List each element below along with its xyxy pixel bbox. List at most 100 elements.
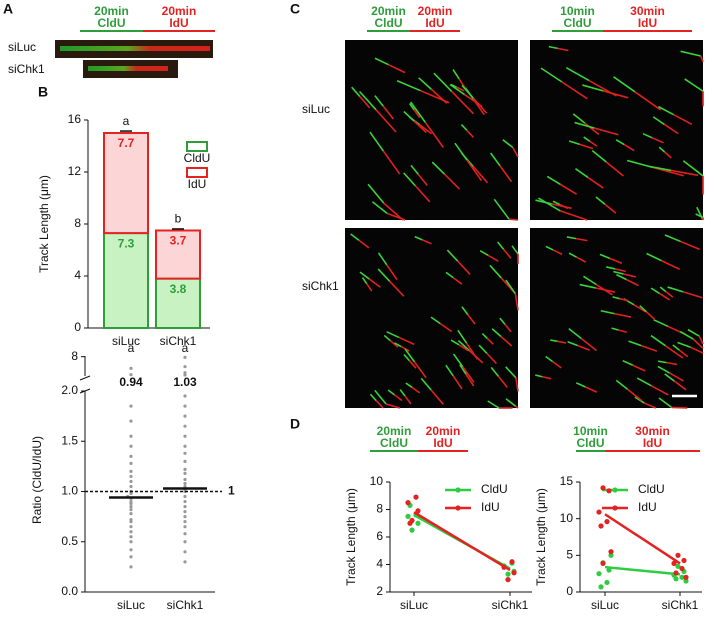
- fiber-idu: [580, 337, 598, 352]
- fiber-cldu: [650, 334, 666, 347]
- fiber-idu: [514, 293, 519, 311]
- fiber-idu: [692, 338, 704, 349]
- fiber-idu: [385, 403, 401, 409]
- fiber-idu: [609, 257, 623, 264]
- fiber-idu: [699, 55, 704, 63]
- fiber-idu: [552, 249, 563, 255]
- fiber-idu: [398, 336, 415, 346]
- dot: [183, 540, 187, 544]
- fiber-idu: [497, 375, 508, 388]
- fiber-idu: [389, 280, 405, 297]
- dot: [604, 519, 610, 525]
- dot: [129, 507, 133, 512]
- fiber-idu: [500, 335, 513, 347]
- dot: [596, 509, 602, 515]
- fiber-cldu: [545, 355, 554, 363]
- fiber-cldu: [359, 271, 370, 280]
- x-tick-label: siChk1: [662, 598, 699, 612]
- x-tick-label: siLuc: [400, 598, 428, 612]
- dot: [673, 570, 679, 576]
- fiber-idu: [466, 159, 483, 182]
- fiber-cldu: [659, 286, 667, 293]
- dot: [183, 365, 187, 369]
- fiber-cldu: [414, 235, 423, 241]
- y-tick-label: 6: [376, 529, 383, 543]
- fiber-cldu: [457, 339, 470, 352]
- pulse-time: 30min: [630, 4, 665, 18]
- legend-label: CldU: [638, 482, 665, 496]
- fiber-cldu: [403, 172, 417, 187]
- fiber-idu: [595, 287, 616, 293]
- fiber-idu: [388, 63, 406, 74]
- y-tick-label: 10: [370, 474, 384, 488]
- fiber-cldu: [615, 139, 625, 146]
- legend-dot: [612, 487, 618, 493]
- pulse-agent: CldU: [564, 16, 592, 30]
- pulse-time: 30min: [635, 424, 670, 438]
- fiber-idu: [618, 329, 627, 334]
- fiber-cldu: [679, 330, 694, 340]
- dot: [183, 550, 187, 554]
- fiber-idu: [619, 297, 629, 302]
- fiber-cldu: [479, 250, 489, 257]
- fiber-idu: [443, 173, 461, 190]
- fiber-cldu: [461, 306, 469, 316]
- fiber-idu: [389, 340, 399, 348]
- fiber-cldu: [487, 400, 500, 409]
- fiber-cldu: [550, 339, 558, 343]
- fiber-cldu: [613, 270, 624, 275]
- x-tick-label: siChk1: [167, 598, 204, 612]
- panel-label: D: [290, 416, 300, 432]
- fiber-idu: [632, 364, 646, 372]
- dot: [129, 530, 133, 534]
- bar-segment: [155, 229, 201, 280]
- fiber-cldu: [639, 305, 647, 313]
- dot: [129, 548, 133, 552]
- x-tick-label: siLuc: [591, 598, 619, 612]
- fiber-cldu: [490, 152, 501, 167]
- dot: [679, 574, 685, 580]
- fiber-cldu: [567, 341, 578, 347]
- fiber-idu: [626, 278, 639, 287]
- gel-band: [88, 66, 168, 71]
- fiber-idu: [560, 210, 588, 221]
- dot: [183, 499, 187, 504]
- dot: [604, 579, 610, 586]
- fiber-cldu: [667, 286, 684, 293]
- dot: [129, 434, 133, 438]
- panel-label: B: [38, 84, 48, 100]
- fiber-idu: [467, 314, 476, 325]
- fiber-idu: [664, 151, 672, 159]
- fiber-idu: [466, 129, 474, 138]
- fiber-idu: [375, 109, 397, 133]
- fiber-cldu: [491, 328, 502, 338]
- fiber-cldu: [664, 373, 675, 382]
- fiber-idu: [602, 90, 629, 99]
- fiber-idu: [404, 395, 412, 405]
- y-tick-label: 0.5: [61, 534, 78, 548]
- fiber-idu: [683, 291, 703, 299]
- dot: [596, 571, 602, 577]
- fiber-idu: [585, 386, 598, 393]
- fiber-cldu: [387, 389, 395, 396]
- y-axis-label: Track Length (μm): [534, 488, 548, 586]
- fiber-cldu: [548, 45, 558, 50]
- dot: [415, 520, 421, 526]
- value-label: 7.7: [118, 136, 135, 150]
- fiber-idu: [661, 259, 680, 271]
- legend-dot: [455, 505, 461, 511]
- dot: [413, 494, 419, 500]
- dot: [183, 525, 187, 529]
- fiber-cldu: [505, 279, 517, 295]
- fiber-cldu: [454, 142, 468, 161]
- y-tick-label: 0.0: [61, 584, 78, 598]
- fiber-cldu: [403, 110, 415, 122]
- fiber-cldu: [418, 77, 432, 90]
- fiber-cldu: [677, 341, 691, 349]
- y-axis-label: Ratio (CldU/IdU): [30, 436, 44, 524]
- legend-swatch: [186, 141, 208, 152]
- fiber-idu: [408, 360, 417, 369]
- pulse-time: 10min: [573, 424, 608, 438]
- dot: [183, 404, 187, 408]
- fiber-idu: [473, 99, 485, 116]
